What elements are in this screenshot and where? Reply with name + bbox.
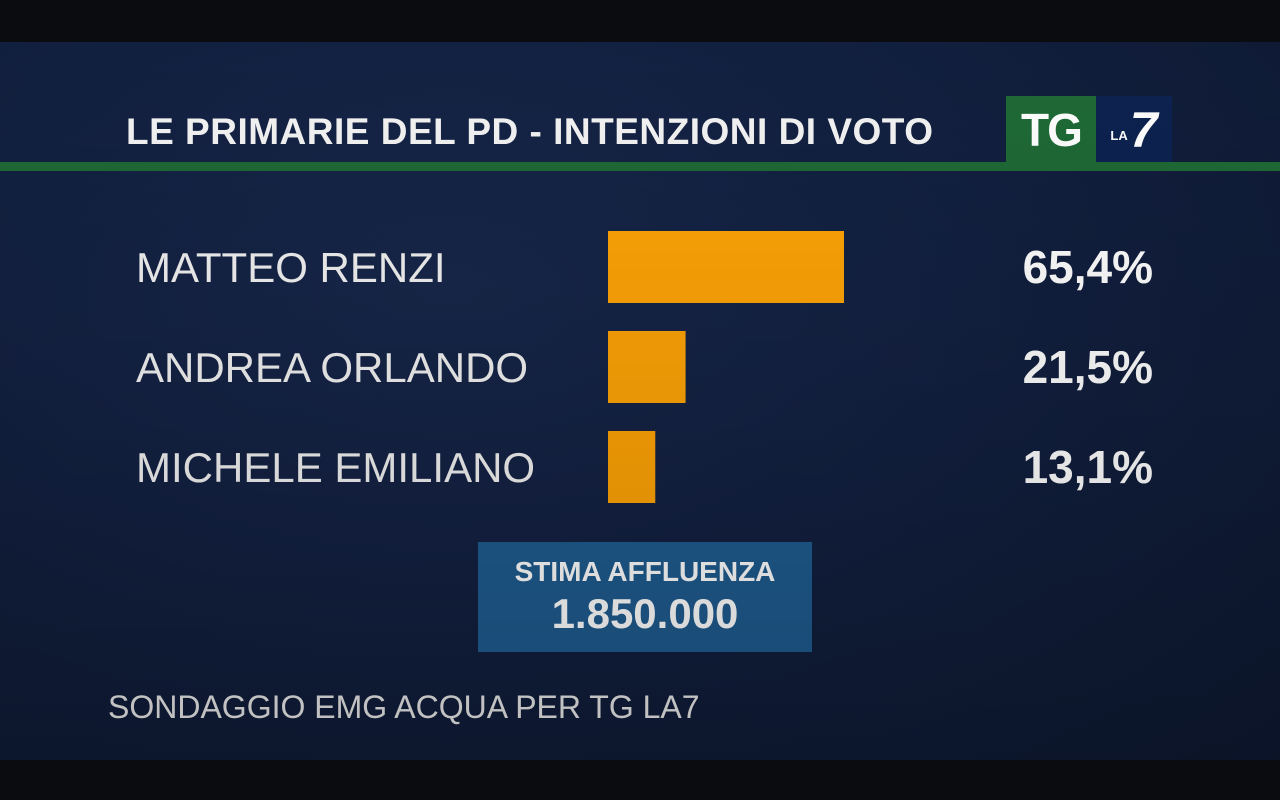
logo-seven: 7 xyxy=(1129,102,1158,158)
value-label: 13,1% xyxy=(1023,441,1153,493)
chart-title: LE PRIMARIE DEL PD - INTENZIONI DI VOTO xyxy=(126,111,934,152)
logo-tg: TG xyxy=(1006,96,1096,164)
value-label: 65,4% xyxy=(1023,241,1153,293)
logo-la7: LA 7 xyxy=(1096,96,1172,164)
category-label: MICHELE EMILIANO xyxy=(136,444,535,491)
category-label: MATTEO RENZI xyxy=(136,244,446,291)
header-divider xyxy=(0,162,1280,171)
bar xyxy=(608,431,656,503)
bar xyxy=(608,231,844,303)
tg-la7-logo: TG LA 7 xyxy=(1006,96,1172,164)
turnout-box: STIMA AFFLUENZA 1.850.000 xyxy=(478,542,812,652)
turnout-value: 1.850.000 xyxy=(551,590,739,637)
value-label: 21,5% xyxy=(1023,341,1153,393)
category-label: ANDREA ORLANDO xyxy=(136,344,528,391)
logo-la: LA xyxy=(1110,127,1128,143)
turnout-label: STIMA AFFLUENZA xyxy=(514,556,776,587)
bar-chart: MATTEO RENZI 65,4% ANDREA ORLANDO 21,5% MICH… xyxy=(136,231,1153,503)
bar xyxy=(608,331,686,403)
broadcast-graphic: LE PRIMARIE DEL PD - INTENZIONI DI VOTO … xyxy=(0,42,1280,760)
source-note: SONDAGGIO EMG ACQUA PER TG LA7 xyxy=(108,689,700,725)
